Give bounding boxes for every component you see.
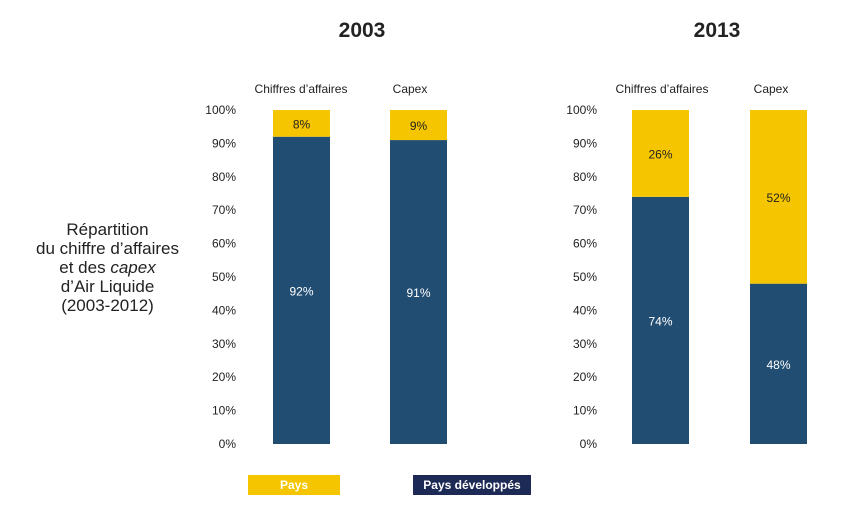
y-tick-label-2013-9: 90% [573,136,597,150]
y-tick-label-2013-10: 100% [566,103,597,117]
side-title: Répartition du chiffre d’affaires et des… [0,220,215,315]
data-label-2003-1-0: 91% [406,286,430,300]
side-title-line-1: Répartition [66,220,149,239]
category-label-2013-0: Chiffres d’affaires [616,82,709,96]
bar-2003-0-0 [273,136,330,444]
chart-title-2003: 2003 [339,19,386,42]
y-tick-label-2003-6: 60% [212,237,236,251]
bar-2013-1-0 [750,283,807,444]
data-label-2013-1-0: 48% [766,358,790,372]
y-tick-label-2003-8: 80% [212,170,236,184]
bar-2003-1-0 [390,140,447,444]
side-title-line-3a: et des [59,258,111,277]
y-tick-label-2003-4: 40% [212,303,236,317]
y-tick-label-2013-8: 80% [573,170,597,184]
y-tick-label-2013-1: 10% [573,404,597,418]
legend-emerging: Pays émergents [248,475,340,512]
y-tick-label-2013-2: 20% [573,370,597,384]
side-title-line-3b: capex [110,258,156,277]
side-title-line-2: du chiffre d’affaires [35,239,179,258]
category-label-2013-1: Capex [754,82,789,96]
chart-stage: 2003 0% 10% 20% 30% 40% 50% 60% 70% 80% 90% 100% Chi… [205,19,807,451]
y-tick-label-2003-3: 30% [212,337,236,351]
y-tick-label-2013-5: 50% [573,270,597,284]
category-label-2003-1: Capex [393,82,428,96]
y-tick-label-2003-0: 0% [219,437,237,451]
y-tick-label-2013-6: 60% [573,237,597,251]
y-tick-label-2003-2: 20% [212,370,236,384]
bar-2013-0-0 [632,196,689,444]
data-label-2013-0-0: 74% [648,314,672,328]
bar-2003-0-1 [273,110,330,137]
data-label-2003-1-1: 9% [410,119,428,133]
category-label-2003-0: Chiffres d’affaires [255,82,348,96]
y-tick-label-2003-7: 70% [212,203,236,217]
y-tick-label-2003-5: 50% [212,270,236,284]
side-title-line-4: d’Air Liquide [60,277,155,296]
data-label-2013-1-1: 52% [766,191,790,205]
legend-developed: Pays développés [413,475,531,495]
y-tick-label-2013-3: 30% [573,337,597,351]
side-title-line-3: et des capex [0,258,215,277]
y-tick-label-2013-4: 40% [573,303,597,317]
chart-title-2013: 2013 [694,19,741,42]
bar-2013-1-1 [750,110,807,284]
data-label-2013-0-1: 26% [648,147,672,161]
data-label-2003-0-0: 92% [289,284,313,298]
y-tick-label-2003-1: 10% [212,404,236,418]
y-tick-label-2003-10: 100% [205,103,236,117]
bar-2013-0-1 [632,110,689,197]
data-label-2003-0-1: 8% [293,117,311,131]
y-tick-label-2013-7: 70% [573,203,597,217]
side-title-line-5: (2003-2012) [61,296,154,315]
y-tick-label-2003-9: 90% [212,136,236,150]
bar-2003-1-1 [390,110,447,141]
chart-canvas: 2003 0% 10% 20% 30% 40% 50% 60% 70% 80% 90% 100% Chi… [205,19,807,451]
y-tick-label-2013-0: 0% [580,437,598,451]
